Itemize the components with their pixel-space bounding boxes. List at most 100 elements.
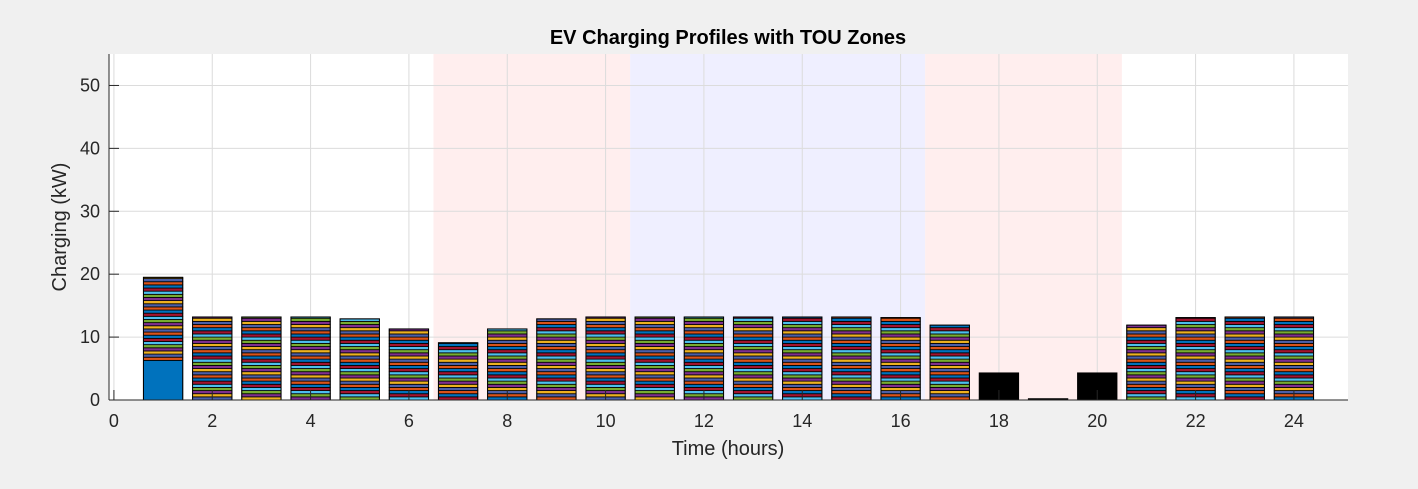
bar-segment — [880, 342, 921, 347]
bar-segment — [339, 355, 380, 360]
bar-segment — [585, 339, 626, 344]
bar-segment — [585, 374, 626, 379]
bar-segment — [536, 390, 577, 395]
bar-segment — [1224, 352, 1265, 357]
bar-segment — [683, 339, 724, 344]
bar-segment — [683, 336, 724, 341]
bar-segment — [536, 355, 577, 360]
bar-segment — [339, 380, 380, 385]
bar-segment — [1224, 336, 1265, 341]
bar-segment — [831, 324, 872, 329]
bar-segment — [339, 371, 380, 376]
bar-segment — [782, 364, 823, 369]
bar-segment — [339, 320, 380, 325]
bar-hour-6 — [388, 328, 430, 401]
bar-segment — [241, 349, 282, 354]
bar-segment — [831, 320, 872, 325]
bar-segment — [487, 330, 528, 335]
bar-segment — [241, 327, 282, 332]
bar-segment — [782, 358, 823, 363]
bar-segment — [290, 330, 331, 335]
bar-segment — [1175, 383, 1216, 388]
bar-segment — [929, 333, 970, 338]
bar-segment — [733, 346, 774, 351]
bar-segment — [929, 364, 970, 369]
bar-segment — [388, 380, 429, 385]
bar-segment — [1224, 383, 1265, 388]
bar-segment — [536, 327, 577, 332]
bar-hour-24 — [1273, 316, 1315, 401]
bar-segment — [733, 387, 774, 391]
bar-segment — [536, 352, 577, 357]
bar-segment — [438, 383, 479, 388]
bar-segment — [536, 383, 577, 388]
bar-segment — [831, 317, 872, 322]
bar-segment — [683, 327, 724, 332]
bar-segment — [831, 380, 872, 385]
bar-segment — [1126, 339, 1167, 344]
bar-segment — [241, 342, 282, 347]
bar-segment — [1175, 352, 1216, 357]
x-tick-label-18: 18 — [989, 411, 1009, 431]
bar-segment — [388, 330, 429, 335]
y-tick-label-40: 40 — [80, 138, 100, 158]
bar-segment — [1126, 387, 1167, 391]
bar-segment-highlight — [143, 359, 184, 401]
bar-segment — [487, 333, 528, 338]
bar-segment — [290, 371, 331, 376]
bar-segment — [192, 368, 233, 373]
bar-segment — [585, 330, 626, 335]
bar-segment — [1273, 330, 1314, 335]
bar-segment — [831, 368, 872, 373]
bar-segment — [831, 383, 872, 388]
bar-segment — [487, 336, 528, 341]
bar-segment — [1175, 364, 1216, 369]
bar-segment — [1175, 333, 1216, 338]
bar-segment — [339, 393, 380, 398]
bar-segment — [1273, 333, 1314, 338]
bar-segment — [487, 346, 528, 351]
bar-segment — [831, 349, 872, 354]
bar-segment — [782, 317, 823, 322]
bar-segment — [683, 361, 724, 366]
bar-segment — [290, 355, 331, 360]
bar-segment — [585, 320, 626, 325]
bar-segment — [1273, 324, 1314, 329]
bar-segment — [290, 352, 331, 357]
bar-segment — [929, 390, 970, 395]
bar-segment — [634, 374, 675, 379]
x-tick-label-12: 12 — [694, 411, 714, 431]
bar-hour-8 — [487, 328, 528, 401]
bar-segment — [339, 364, 380, 369]
bar-segment — [388, 352, 429, 357]
bar-segment — [831, 371, 872, 376]
bar-segment — [733, 390, 774, 395]
bar-segment — [585, 383, 626, 388]
bar-segment — [192, 349, 233, 354]
bar-segment — [438, 361, 479, 366]
bar-segment — [634, 383, 675, 388]
bar-segment — [1175, 320, 1216, 325]
bar-segment — [1273, 339, 1314, 344]
bar-segment — [1175, 324, 1216, 329]
bar-segment — [634, 320, 675, 325]
x-tick-label-2: 2 — [207, 411, 217, 431]
bar-segment — [438, 368, 479, 373]
bar-segment — [1224, 317, 1265, 322]
bar-segment — [143, 290, 184, 295]
bar-segment — [143, 334, 184, 339]
tou-zone-1 — [630, 54, 926, 400]
bar-segment — [241, 361, 282, 366]
bar-segment — [634, 358, 675, 363]
bar-segment — [929, 339, 970, 344]
bar-segment — [1224, 368, 1265, 373]
bar-segment — [192, 346, 233, 351]
bar-segment — [290, 368, 331, 373]
bar-segment — [782, 333, 823, 338]
bar-segment — [880, 383, 921, 388]
bar-segment — [634, 377, 675, 382]
bar-segment — [241, 387, 282, 391]
bar-segment — [683, 352, 724, 357]
bar-segment — [683, 377, 724, 382]
